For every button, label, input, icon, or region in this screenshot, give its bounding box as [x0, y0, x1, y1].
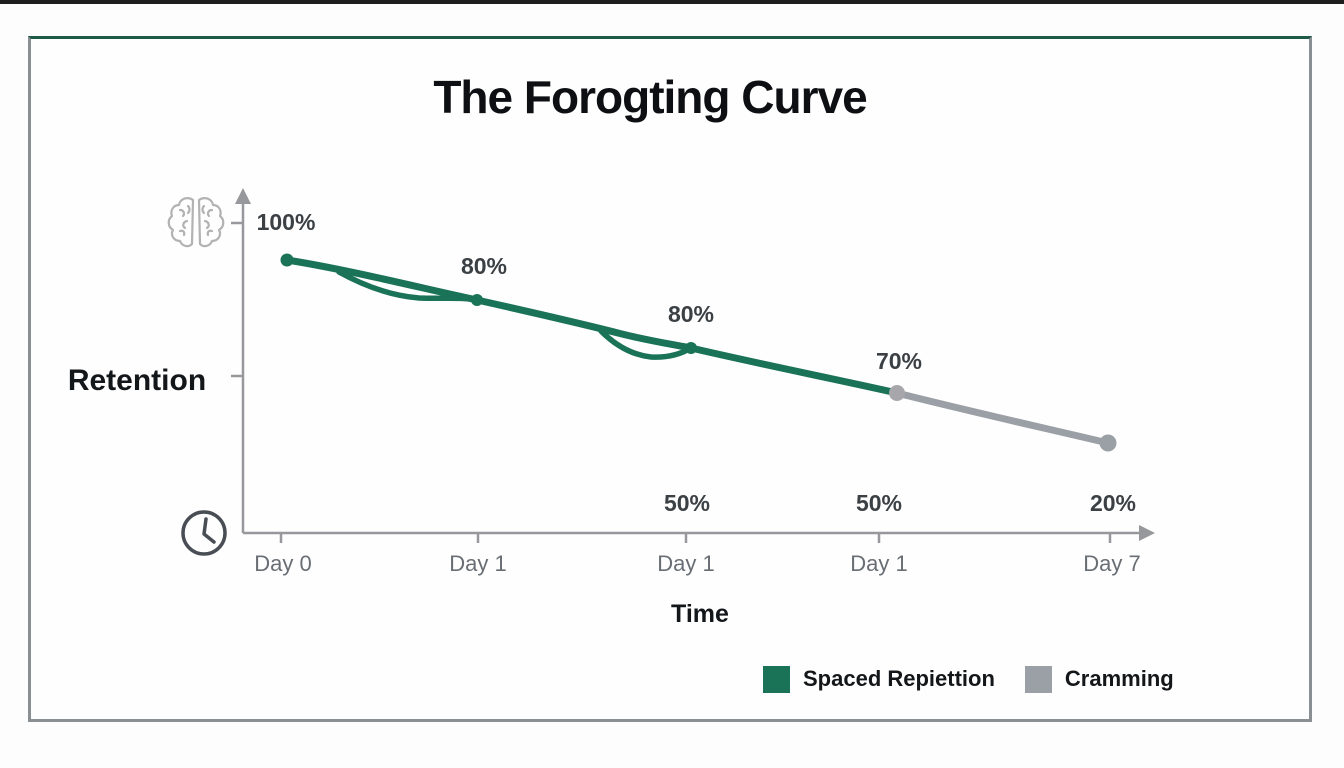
- legend-label-cramming: Cramming: [1064, 666, 1174, 691]
- y-axis-arrow: [235, 188, 251, 204]
- spaced-repetition-line: [283, 256, 901, 397]
- legend-label-spaced-repetition: Spaced Repiettion: [803, 666, 995, 691]
- point-label-70: 70%: [875, 348, 923, 374]
- point-label-100: 100%: [256, 209, 316, 235]
- brain-icon: [167, 197, 225, 248]
- cramming-line: [893, 389, 1112, 447]
- point-label-80b: 80%: [667, 301, 715, 327]
- point-label-80a: 80%: [460, 253, 508, 279]
- x-tick-day-1b: Day 1: [657, 551, 715, 576]
- axis-annotation-50a: 50%: [663, 490, 711, 516]
- x-tick-day-0: Day 0: [254, 551, 312, 576]
- data-point-70: [889, 385, 905, 401]
- clock-icon: [181, 510, 227, 556]
- forgetting-dip-1: [336, 269, 479, 303]
- top-edge-strip: [0, 0, 1344, 4]
- legend: Spaced Repiettion Cramming: [763, 664, 1174, 694]
- legend-swatch-cramming: [1024, 665, 1052, 693]
- y-axis-label: Retention: [67, 364, 207, 397]
- series-spaced-repetition: [283, 256, 901, 397]
- x-tick-day-1a: Day 1: [449, 551, 507, 576]
- y-axis: [231, 198, 245, 533]
- x-axis: [243, 531, 1140, 543]
- x-axis-label: Time: [671, 600, 729, 628]
- legend-item-spaced-repetition: Spaced Repiettion: [763, 665, 995, 693]
- x-tick-day-1c: Day 1: [850, 551, 908, 576]
- data-point-80a: [471, 294, 483, 306]
- axis-annotation-50b: 50%: [855, 490, 903, 516]
- chart-title: The Forogting Curve: [433, 71, 867, 123]
- legend-swatch-spaced-repetition: [763, 665, 790, 693]
- data-point-80b: [685, 342, 697, 354]
- axis-annotation-20: 20%: [1089, 490, 1137, 516]
- data-point-100: [280, 253, 294, 267]
- x-tick-day-7: Day 7: [1083, 551, 1141, 576]
- data-point-20: [1099, 434, 1117, 452]
- legend-item-cramming: Cramming: [1024, 665, 1174, 693]
- forgetting-dip-2: [598, 328, 694, 360]
- x-axis-arrow: [1139, 525, 1155, 541]
